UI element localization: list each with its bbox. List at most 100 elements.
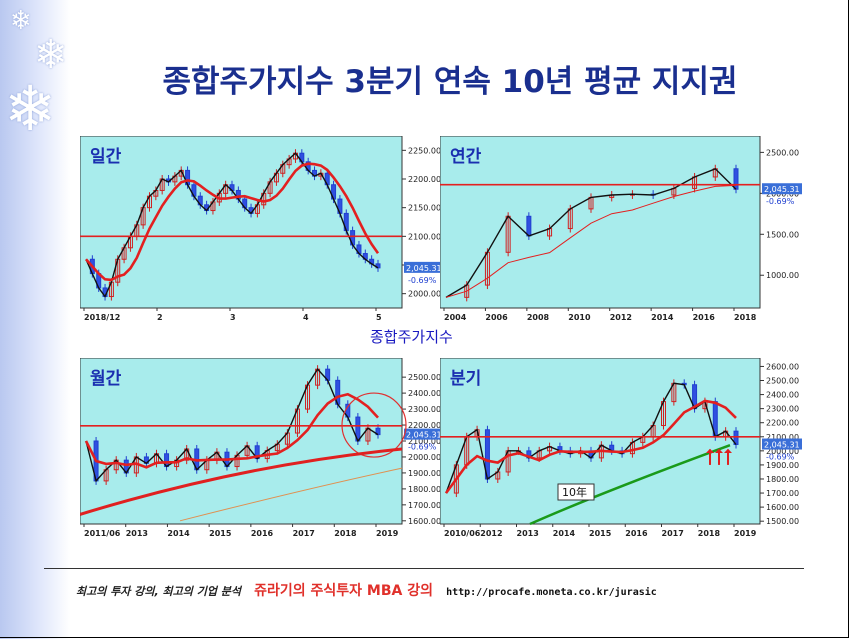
price-tag [404, 261, 444, 273]
x-tick-label: 2016 [693, 313, 716, 322]
arrow-icon [706, 448, 714, 453]
x-tick-label: 2013 [517, 529, 539, 538]
price-tag [762, 438, 802, 450]
footer-divider [44, 568, 804, 569]
x-tick-label: 4 [303, 313, 309, 322]
y-tick-label: 1900.00 [766, 461, 799, 470]
price-tag-label: 2,045.31 [406, 431, 442, 440]
x-tick-label: 5 [376, 313, 382, 322]
x-tick-label: 2006 [485, 313, 508, 322]
x-tick-label: 2015 [209, 529, 232, 538]
chart-quarterly: 1500.00 1600.00 1700.00 1800.00 1900.00 2000.… [440, 358, 842, 544]
ten-year-average-line [529, 444, 731, 526]
y-tick-label: 1900.00 [408, 469, 441, 478]
series-line [445, 167, 737, 299]
y-tick-label: 2100.00 [766, 433, 799, 442]
y-tick-label: 1600.00 [766, 503, 799, 512]
panel-label: 월간 [90, 369, 122, 389]
panel-label: 연간 [450, 147, 482, 167]
footer-url[interactable]: http://procafe.moneta.co.kr/jurasic [446, 587, 657, 598]
y-tick-label: 1600.00 [408, 517, 441, 526]
x-tick-label: 2016 [251, 529, 274, 538]
y-tick-label: 2100.00 [408, 437, 441, 446]
series-group [84, 365, 381, 485]
candle-body [375, 427, 381, 436]
page-title: 종합주가지수 3분기 연속 10년 평균 지지권 [162, 64, 738, 100]
x-tick-label: 2018 [334, 529, 357, 538]
x-tick-label: 2017 [293, 529, 315, 538]
moving-average-line [445, 184, 737, 298]
snowflake-icon: ❄ [34, 32, 68, 78]
price-tag-label: 2,045.31 [406, 264, 442, 273]
y-tick-label: 2250.00 [408, 146, 441, 155]
series-group [445, 164, 739, 302]
y-tick-label: 2200.00 [408, 175, 441, 184]
arrow-icon [715, 448, 723, 453]
series-line [85, 368, 379, 483]
x-tick-label: 2010 [568, 313, 591, 322]
arrow-icon [724, 448, 732, 453]
price-tag [762, 183, 802, 195]
price-tag [404, 428, 444, 440]
price-tag-label: 2,045.31 [764, 441, 800, 450]
y-tick-label: 2200.00 [766, 419, 799, 428]
x-tick-label: 2014 [167, 529, 190, 538]
y-tick-label: 1800.00 [766, 475, 799, 484]
x-tick-label: 2017 [662, 529, 684, 538]
y-tick-label: 2000.00 [408, 453, 441, 462]
annotation-box [557, 483, 595, 501]
x-tick-label: 2014 [651, 313, 674, 322]
x-tick-label: 2016 [625, 529, 648, 538]
change-tag-label: -0.69% [766, 453, 795, 462]
y-tick-label: 2500.00 [408, 373, 441, 382]
y-tick-label: 1700.00 [766, 489, 799, 498]
y-tick-label: 2500.00 [766, 377, 799, 386]
snowflake-icon: ❄ [10, 6, 32, 36]
y-tick-label: 2000.00 [408, 290, 441, 299]
change-tag-label: -0.69% [408, 443, 437, 452]
x-tick-label: 2012 [610, 313, 632, 322]
chart-daily: 2000.002050.002100.002150.002200.002250.… [80, 136, 450, 324]
y-tick-label: 1500.00 [766, 230, 799, 239]
y-tick-label: 2600.00 [766, 362, 799, 371]
plot-area [440, 136, 761, 309]
y-tick-label: 2300.00 [766, 405, 799, 414]
footer: 최고의 투자 강의, 최고의 기업 분석 쥬라기의 주식투자 MBA 강의 ht… [76, 580, 657, 600]
series-group [85, 149, 381, 301]
moving-average-line [444, 399, 737, 494]
y-tick-label: 2100.00 [408, 232, 441, 241]
x-tick-label: 2004 [444, 313, 467, 322]
price-tag-label: 2,045.31 [764, 185, 800, 194]
series-line [445, 382, 737, 494]
footer-tagline: 최고의 투자 강의, 최고의 기업 분석 [76, 585, 242, 598]
y-tick-label: 2400.00 [408, 389, 441, 398]
x-tick-label: 2018 [698, 529, 721, 538]
x-tick-label: 2015 [589, 529, 612, 538]
x-tick-label: 2019 [376, 529, 399, 538]
moving-average-line [85, 162, 380, 282]
x-tick-label: 2 [157, 313, 163, 322]
x-tick-label: 2013 [126, 529, 148, 538]
y-tick-label: 1000.00 [766, 271, 799, 280]
plot-area [80, 358, 403, 525]
series-group [444, 379, 739, 498]
x-tick-label: 2012 [480, 529, 502, 538]
y-tick-label: 2500.00 [766, 148, 799, 157]
x-tick-label: 2008 [527, 313, 550, 322]
x-tick-label: 2018/12 [84, 313, 120, 322]
snowflake-icon: ❄ [4, 72, 56, 145]
y-tick-label: 2200.00 [408, 421, 441, 430]
x-tick-label: 2011/06 [84, 529, 121, 538]
y-tick-label: 1800.00 [408, 485, 441, 494]
footer-brand: 쥬라기의 주식투자 MBA 강의 [254, 583, 433, 599]
slide-sidebar: ❄ ❄ ❄ [0, 0, 70, 639]
annotation-label: 10年 [562, 485, 587, 499]
candle-body [526, 215, 532, 237]
panel-label: 분기 [450, 369, 481, 389]
x-tick-label: 2010/06 [444, 529, 481, 538]
change-tag-label: -0.69% [766, 197, 795, 206]
y-tick-label: 1700.00 [408, 501, 441, 510]
plot-area [80, 136, 403, 309]
highlight-circle [341, 392, 407, 458]
y-tick-label: 2300.00 [408, 405, 441, 414]
